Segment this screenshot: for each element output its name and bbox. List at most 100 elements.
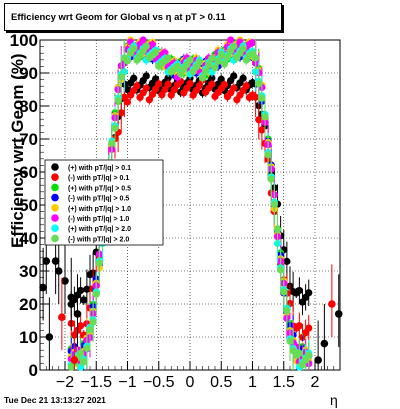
data-point — [230, 42, 238, 50]
data-point — [314, 356, 322, 364]
data-point — [83, 285, 91, 293]
data-point — [58, 313, 66, 322]
data-point — [80, 296, 88, 304]
data-point — [230, 84, 238, 92]
data-point — [123, 98, 132, 106]
legend-label: (+) with pT/|q| > 0.5 — [68, 185, 131, 192]
data-point — [155, 80, 163, 88]
legend-label: (+) with pT/|q| > 0.1 — [68, 165, 131, 172]
legend-marker — [51, 204, 59, 212]
data-point — [164, 54, 172, 62]
data-point — [142, 84, 150, 92]
data-point — [70, 356, 79, 364]
legend-label: (+) with pT/|q| > 1.0 — [68, 206, 131, 213]
data-point — [295, 349, 303, 357]
data-point — [258, 126, 266, 134]
data-point — [208, 80, 216, 88]
legend-marker — [51, 214, 59, 222]
data-point — [123, 85, 132, 94]
data-point — [161, 49, 169, 57]
data-point — [211, 64, 219, 72]
legend-box — [44, 159, 164, 246]
data-point — [273, 226, 282, 234]
data-point — [283, 306, 291, 315]
y-tick-label: 50 — [19, 196, 38, 215]
legend-label: (+) with pT/|q| > 2.0 — [68, 226, 131, 233]
x-tick-label: −2 — [56, 374, 74, 391]
data-point — [214, 57, 222, 65]
data-point — [195, 82, 203, 90]
data-point — [242, 82, 250, 90]
data-point — [252, 93, 260, 101]
data-point — [239, 44, 247, 53]
data-point — [164, 74, 172, 82]
data-point — [305, 289, 313, 297]
data-point — [148, 90, 157, 99]
y-tick-label: 10 — [19, 328, 38, 347]
data-point — [270, 200, 278, 208]
data-point — [195, 58, 203, 67]
data-point — [295, 322, 303, 330]
data-point — [114, 96, 122, 105]
data-point — [186, 56, 194, 64]
data-point — [61, 277, 69, 285]
y-tick-label: 60 — [19, 163, 38, 182]
data-point — [152, 48, 160, 57]
y-tick-label: 90 — [19, 64, 38, 83]
y-axis-label: Efficiency wrt Geom (%) — [8, 53, 27, 248]
data-point — [142, 42, 150, 50]
legend-label: (-) with pT/|q| > 0.1 — [68, 175, 129, 182]
data-point — [145, 96, 153, 104]
data-point — [108, 139, 116, 147]
y-tick-label: 20 — [19, 295, 38, 314]
legend-label: (-) with pT/|q| > 0.5 — [68, 196, 129, 203]
data-point — [123, 57, 132, 65]
legend-marker — [51, 163, 59, 171]
data-point — [295, 286, 303, 295]
data-point — [142, 72, 150, 80]
data-point — [80, 358, 88, 366]
data-point — [227, 36, 235, 44]
x-tick-label: −0.5 — [143, 374, 175, 391]
legend-marker — [51, 183, 59, 192]
data-point — [248, 39, 257, 47]
data-point — [42, 257, 51, 265]
y-tick-label: 80 — [19, 97, 38, 116]
data-point — [305, 324, 313, 332]
data-point — [111, 124, 119, 132]
data-point — [54, 267, 63, 275]
data-point — [261, 113, 269, 121]
data-point — [283, 257, 291, 265]
y-tick-label: 0 — [29, 361, 38, 380]
timestamp-footer: Tue Dec 21 13:13:27 2021 — [4, 395, 106, 405]
data-point — [117, 109, 125, 117]
data-point — [264, 151, 272, 159]
data-point — [208, 54, 216, 62]
data-point — [198, 74, 207, 82]
data-point — [77, 349, 85, 357]
data-point — [239, 74, 247, 82]
data-point — [186, 79, 194, 88]
data-point — [139, 36, 147, 44]
y-tick-label: 70 — [19, 130, 38, 149]
data-point — [328, 300, 336, 308]
x-tick-label: 0.5 — [210, 374, 232, 391]
data-point — [89, 318, 97, 326]
x-tick-label: 1 — [248, 374, 257, 391]
data-point — [167, 91, 175, 99]
data-point — [267, 175, 275, 183]
chart-title-box: Efficiency wrt Geom for Global vs η at p… — [4, 3, 282, 31]
x-tick-label: 1.5 — [273, 374, 295, 391]
data-point — [77, 363, 85, 371]
data-point — [117, 73, 125, 81]
data-point — [202, 67, 210, 75]
data-point — [320, 339, 329, 348]
data-point — [77, 286, 85, 295]
legend-marker — [51, 173, 59, 181]
data-point — [45, 333, 54, 341]
data-point — [277, 266, 285, 274]
data-point — [170, 86, 178, 94]
data-point — [230, 72, 238, 80]
data-point — [280, 288, 288, 296]
